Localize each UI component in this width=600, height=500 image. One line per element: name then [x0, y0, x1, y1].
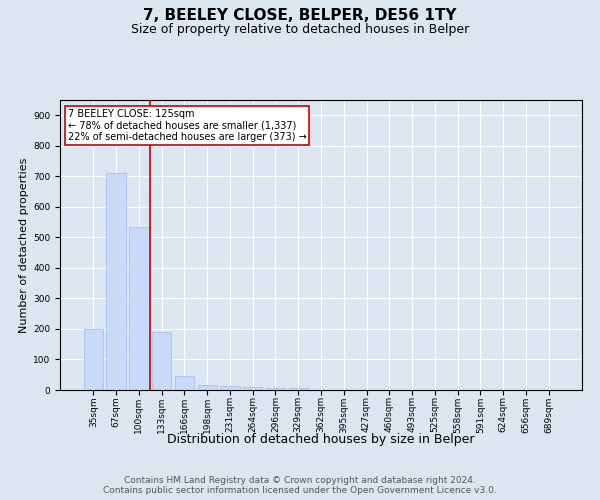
Bar [197, 384, 217, 390]
Bar [84, 329, 103, 390]
Bar [266, 388, 285, 390]
Text: Distribution of detached houses by size in Belper: Distribution of detached houses by size … [167, 432, 475, 446]
Y-axis label: Number of detached properties: Number of detached properties [19, 158, 29, 332]
Bar [152, 332, 172, 390]
Bar [106, 174, 126, 390]
Text: Size of property relative to detached houses in Belper: Size of property relative to detached ho… [131, 22, 469, 36]
Bar [129, 226, 149, 390]
Bar [289, 388, 308, 390]
Text: Contains HM Land Registry data © Crown copyright and database right 2024.
Contai: Contains HM Land Registry data © Crown c… [103, 476, 497, 495]
Bar [175, 376, 194, 390]
Bar [243, 387, 262, 390]
Text: 7 BEELEY CLOSE: 125sqm
← 78% of detached houses are smaller (1,337)
22% of semi-: 7 BEELEY CLOSE: 125sqm ← 78% of detached… [68, 108, 307, 142]
Text: 7, BEELEY CLOSE, BELPER, DE56 1TY: 7, BEELEY CLOSE, BELPER, DE56 1TY [143, 8, 457, 22]
Bar [220, 386, 239, 390]
